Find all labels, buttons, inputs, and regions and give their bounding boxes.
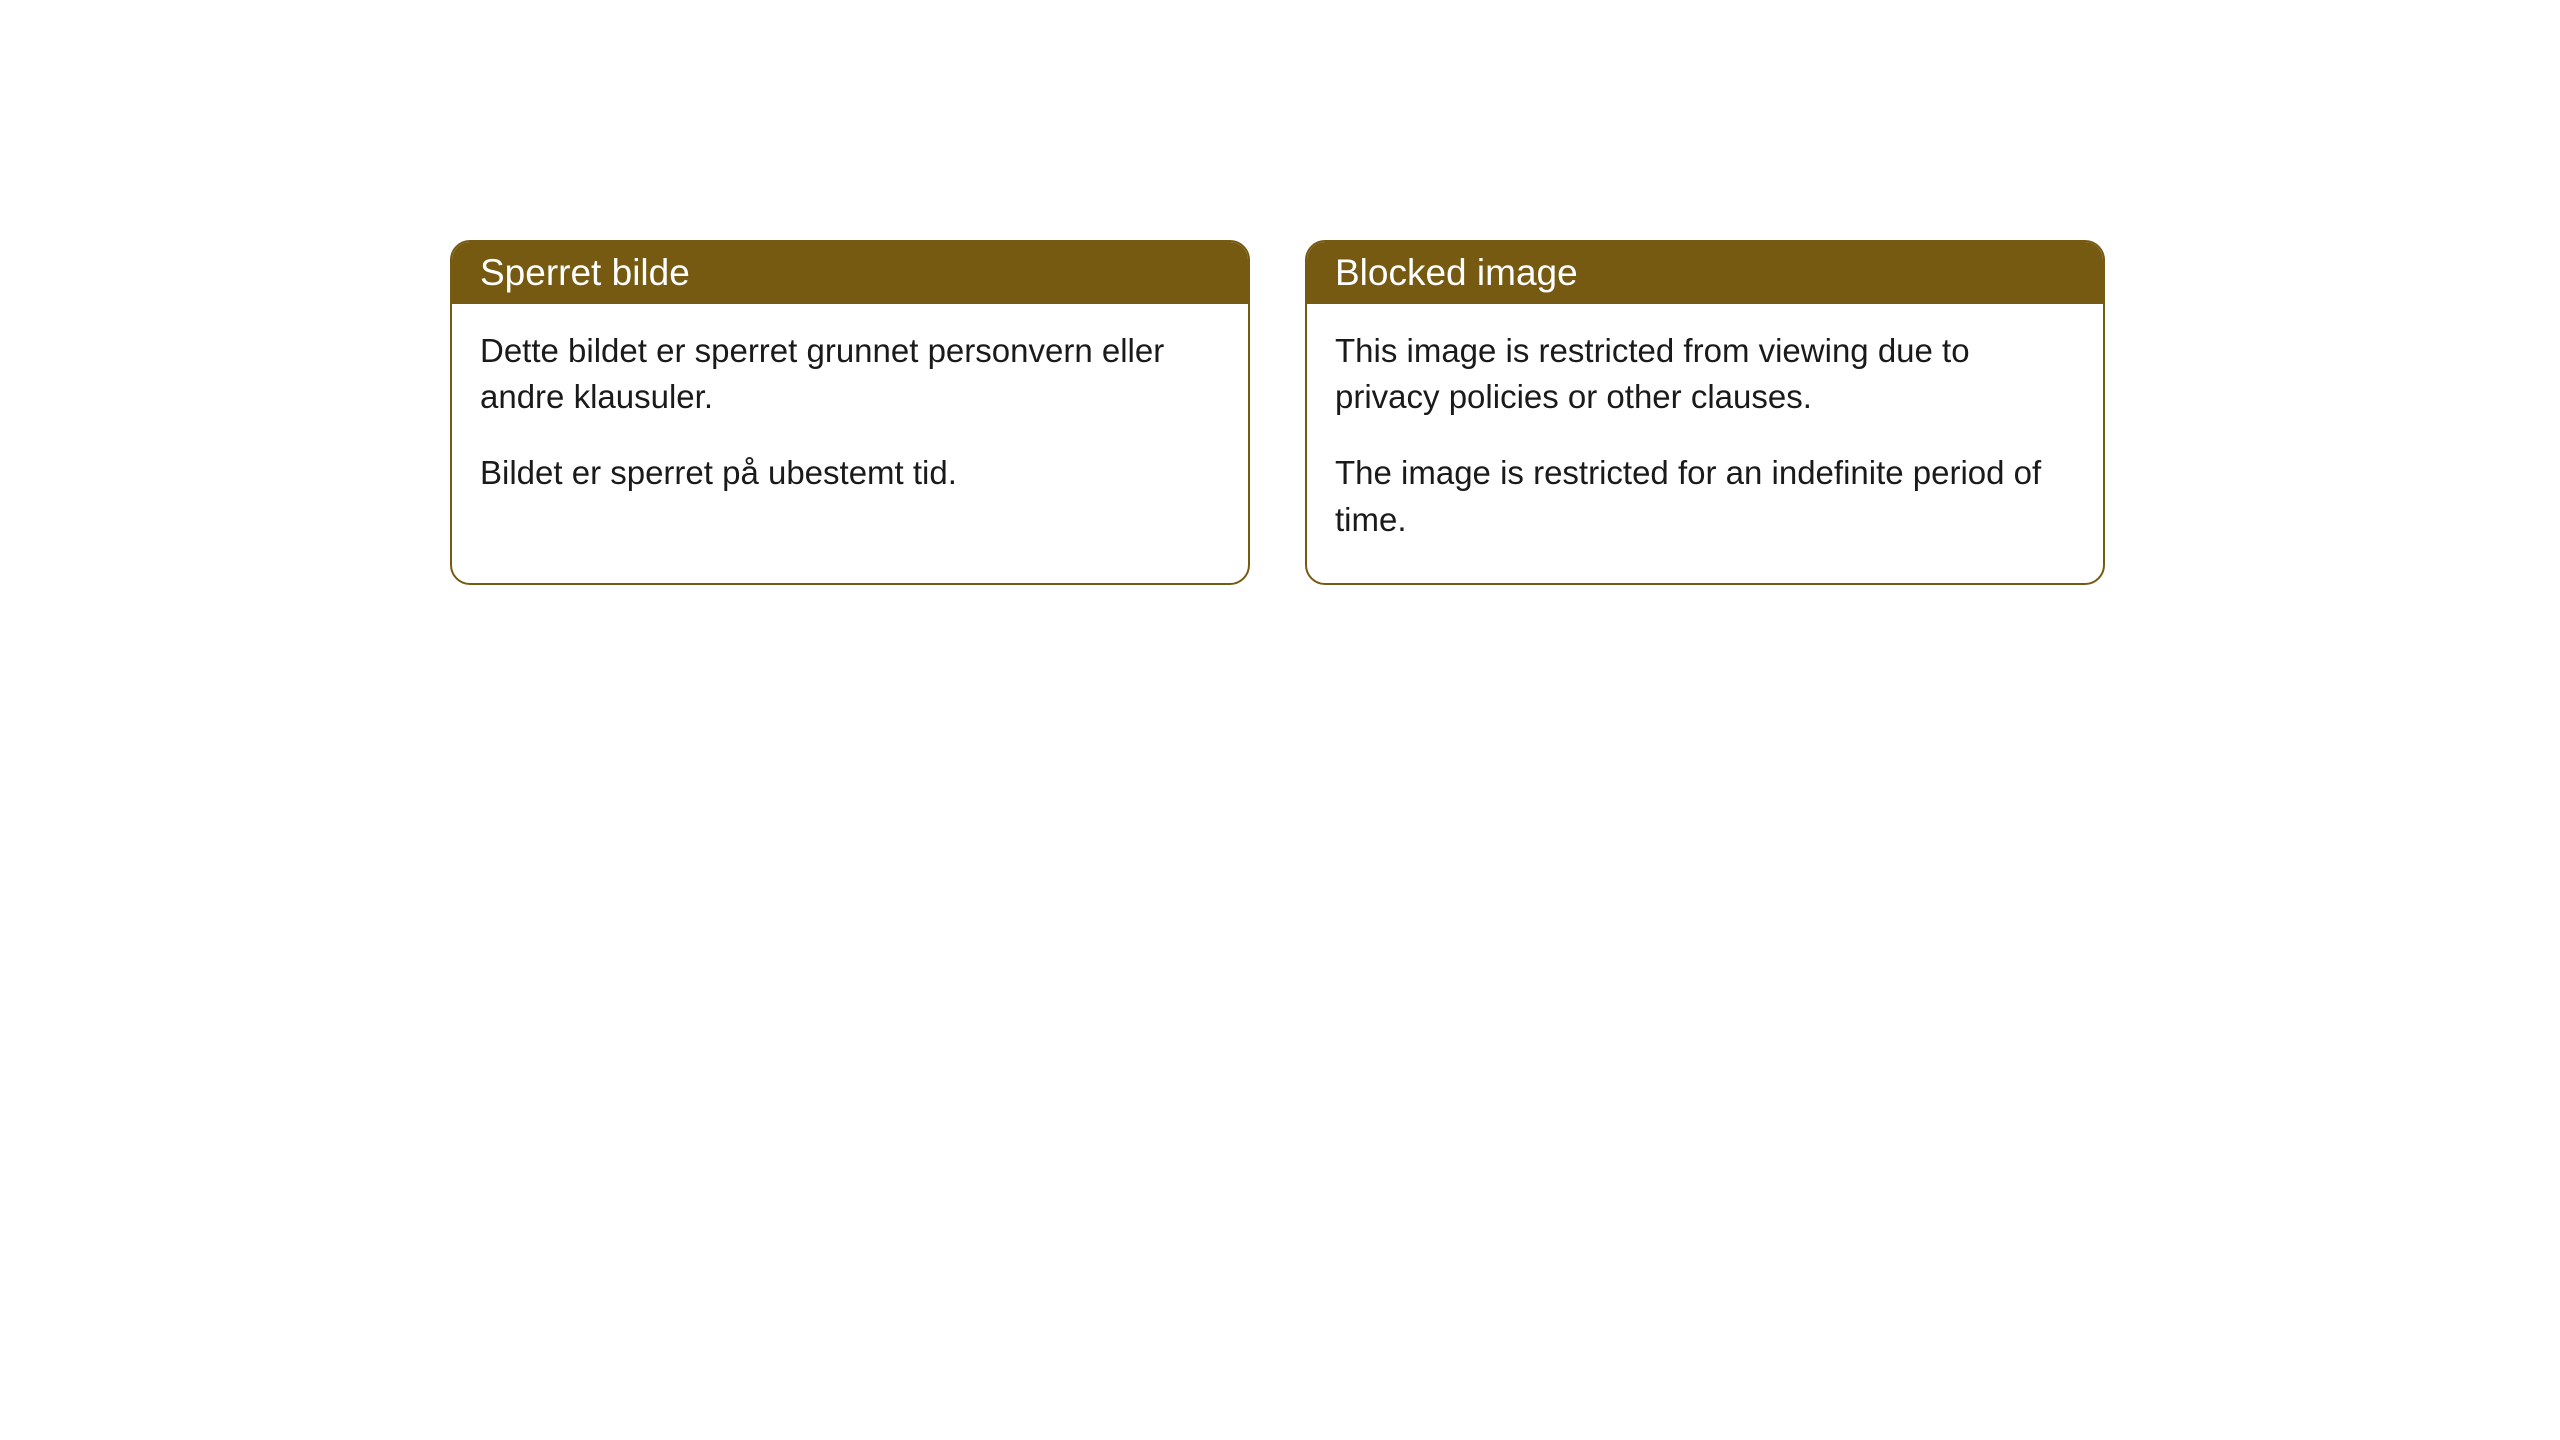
card-header: Sperret bilde — [452, 242, 1248, 304]
notice-card-norwegian: Sperret bilde Dette bildet er sperret gr… — [450, 240, 1250, 585]
notice-container: Sperret bilde Dette bildet er sperret gr… — [0, 0, 2560, 585]
card-body: This image is restricted from viewing du… — [1307, 304, 2103, 583]
notice-paragraph: Dette bildet er sperret grunnet personve… — [480, 328, 1220, 420]
card-body: Dette bildet er sperret grunnet personve… — [452, 304, 1248, 537]
notice-card-english: Blocked image This image is restricted f… — [1305, 240, 2105, 585]
notice-paragraph: The image is restricted for an indefinit… — [1335, 450, 2075, 542]
card-header: Blocked image — [1307, 242, 2103, 304]
notice-paragraph: This image is restricted from viewing du… — [1335, 328, 2075, 420]
notice-paragraph: Bildet er sperret på ubestemt tid. — [480, 450, 1220, 496]
